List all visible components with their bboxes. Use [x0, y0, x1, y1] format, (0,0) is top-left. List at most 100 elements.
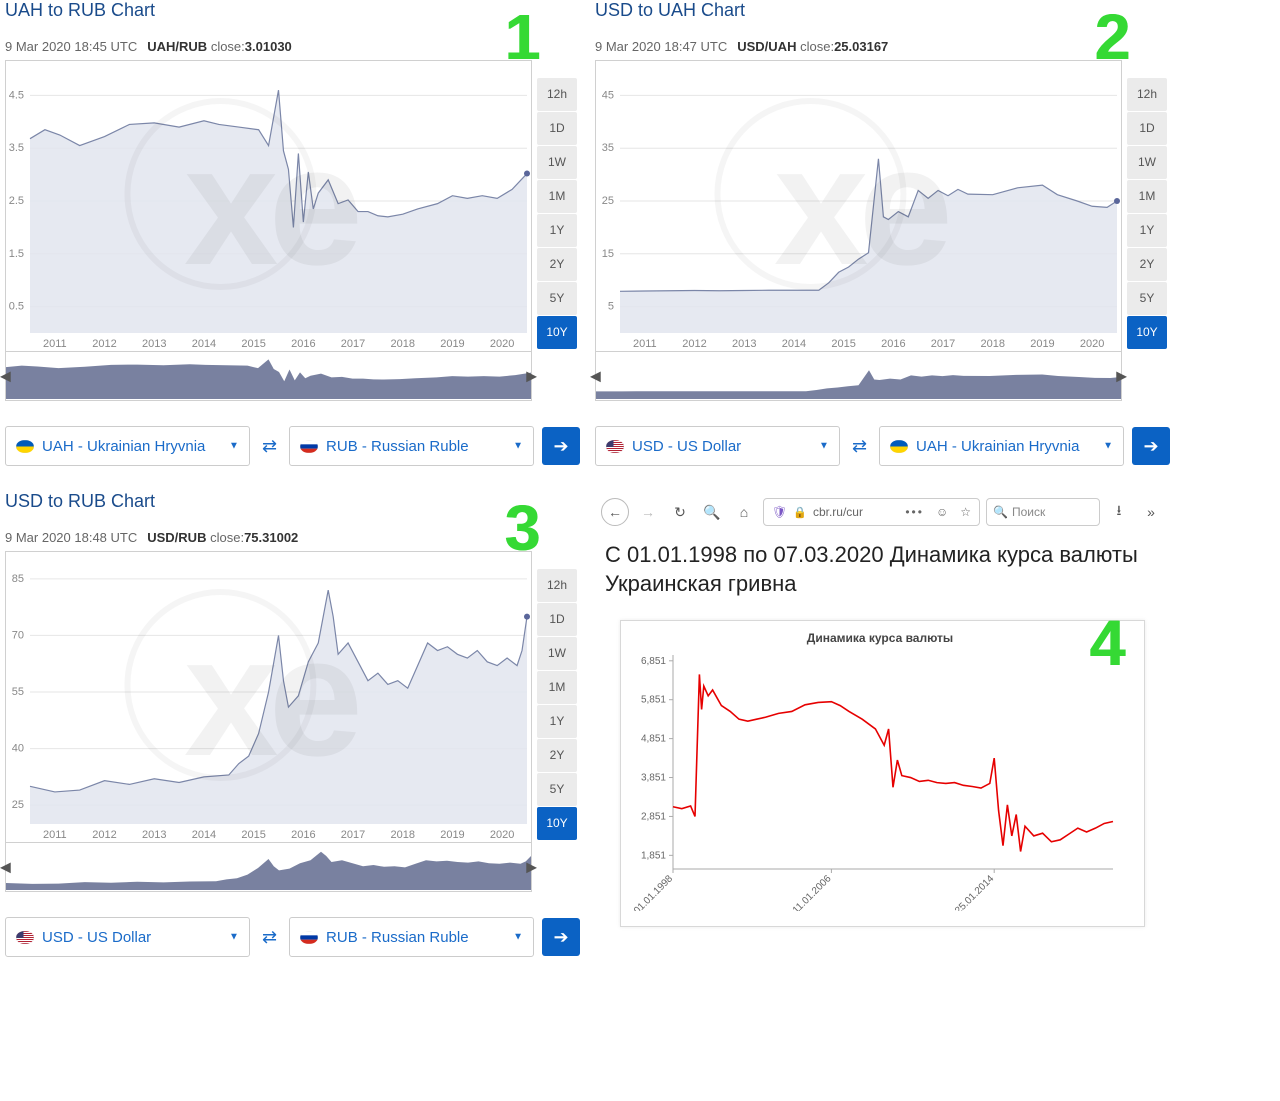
bookmark-icon[interactable]: ☆ [960, 505, 971, 519]
svg-text:2016: 2016 [881, 338, 905, 350]
svg-text:2018: 2018 [391, 338, 415, 350]
to-currency-select[interactable]: RUB - Russian Ruble▼ [289, 917, 534, 957]
range-btn-1m[interactable]: 1M [537, 671, 577, 704]
svg-text:0.5: 0.5 [9, 301, 24, 313]
range-btn-1w[interactable]: 1W [537, 637, 577, 670]
reload-icon[interactable]: ↻ [667, 499, 693, 525]
caret-down-icon: ▼ [229, 441, 239, 452]
range-btn-2y[interactable]: 2Y [537, 739, 577, 772]
overview-handle-left[interactable]: ◀ [0, 368, 11, 385]
range-btn-1w[interactable]: 1W [1127, 146, 1167, 179]
swap-icon[interactable]: ⇄ [258, 436, 281, 457]
svg-text:2017: 2017 [931, 338, 955, 350]
svg-text:2018: 2018 [391, 829, 415, 841]
overview-handle-left[interactable]: ◀ [590, 368, 601, 385]
range-btn-5y[interactable]: 5Y [537, 282, 577, 315]
to-currency-select[interactable]: RUB - Russian Ruble ▼ [289, 426, 534, 466]
chart-title: USD to UAH Chart [595, 0, 1170, 21]
svg-text:2013: 2013 [142, 338, 166, 350]
overview-handle-right[interactable]: ▶ [1116, 368, 1127, 385]
svg-text:2013: 2013 [142, 829, 166, 841]
range-btn-1w[interactable]: 1W [537, 146, 577, 179]
to-currency-select[interactable]: UAH - Ukrainian Hryvnia▼ [879, 426, 1124, 466]
overflow-icon[interactable]: » [1138, 499, 1164, 525]
chart-subtitle: 9 Mar 2020 18:48 UTCUSD/RUB close:75.310… [5, 530, 580, 545]
overview-chart[interactable]: ◀▶ [595, 352, 1122, 401]
range-btn-1m[interactable]: 1M [537, 180, 577, 213]
svg-text:6,851: 6,851 [641, 656, 666, 667]
svg-text:2020: 2020 [490, 338, 514, 350]
close-label: close: [211, 39, 245, 54]
svg-text:2015: 2015 [831, 338, 855, 350]
cbr-chart-title: Динамика курса валюты [631, 631, 1129, 645]
shield-icon: 🛡 [772, 505, 787, 519]
overview-handle-left[interactable]: ◀ [0, 859, 11, 876]
submit-button[interactable]: ➔ [1132, 427, 1170, 465]
close-value: 75.31002 [244, 530, 298, 545]
svg-text:2020: 2020 [490, 829, 514, 841]
svg-text:25: 25 [12, 799, 24, 811]
from-currency-label: USD - US Dollar [632, 438, 741, 455]
range-btn-5y[interactable]: 5Y [537, 773, 577, 806]
range-btn-1y[interactable]: 1Y [1127, 214, 1167, 247]
search-box[interactable]: 🔍Поиск [986, 498, 1100, 526]
more-icon[interactable]: ••• [905, 505, 924, 519]
range-btn-12h[interactable]: 12h [1127, 78, 1167, 111]
svg-text:45: 45 [602, 89, 614, 101]
chart-panel: 3USD to RUB Chart9 Mar 2020 18:48 UTCUSD… [5, 491, 580, 957]
range-btn-1d[interactable]: 1D [537, 112, 577, 145]
currency-pair: UAH/RUB [147, 39, 207, 54]
submit-button[interactable]: ➔ [542, 427, 580, 465]
svg-text:15: 15 [602, 248, 614, 260]
from-currency-label: USD - US Dollar [42, 929, 151, 946]
svg-text:2011: 2011 [43, 338, 67, 350]
range-btn-1d[interactable]: 1D [537, 603, 577, 636]
range-btn-2y[interactable]: 2Y [1127, 248, 1167, 281]
to-currency-label: RUB - Russian Ruble [326, 438, 469, 455]
range-btn-12h[interactable]: 12h [537, 569, 577, 602]
svg-text:4,851: 4,851 [641, 734, 666, 745]
svg-text:4.5: 4.5 [9, 89, 24, 101]
submit-button[interactable]: ➔ [542, 918, 580, 956]
range-btn-12h[interactable]: 12h [537, 78, 577, 111]
range-btn-1m[interactable]: 1M [1127, 180, 1167, 213]
reader-icon[interactable]: ☺ [936, 505, 948, 519]
swap-icon[interactable]: ⇄ [848, 436, 871, 457]
svg-text:2015: 2015 [241, 338, 265, 350]
currency-selector-row: USD - US Dollar▼ ⇄ RUB - Russian Ruble▼➔ [5, 917, 580, 957]
svg-text:70: 70 [12, 629, 24, 641]
overview-chart[interactable]: ◀▶ [5, 352, 532, 401]
overview-handle-right[interactable]: ▶ [526, 859, 537, 876]
download-icon[interactable]: ⭳ [1106, 499, 1132, 525]
swap-icon[interactable]: ⇄ [258, 927, 281, 948]
range-btn-5y[interactable]: 5Y [1127, 282, 1167, 315]
caret-down-icon: ▼ [513, 441, 523, 452]
address-bar[interactable]: 🛡🔒cbr.ru/cur•••☺☆ [763, 498, 980, 526]
range-btn-1y[interactable]: 1Y [537, 705, 577, 738]
range-selector: 12h1D1W1M1Y2Y5Y10Y [1127, 60, 1167, 352]
from-currency-select[interactable]: UAH - Ukrainian Hryvnia▼ [5, 426, 250, 466]
range-btn-1y[interactable]: 1Y [537, 214, 577, 247]
browser-panel: 4←→↻🔍⌂🛡🔒cbr.ru/cur•••☺☆🔍Поиск⭳»С 01.01.1… [595, 491, 1170, 957]
from-currency-select[interactable]: USD - US Dollar▼ [5, 917, 250, 957]
cbr-chart: Динамика курса валюты1,8512,8513,8514,85… [620, 620, 1145, 927]
home-icon[interactable]: ⌂ [731, 499, 757, 525]
forward-icon[interactable]: → [635, 499, 661, 525]
overview-chart[interactable]: ◀▶ [5, 843, 532, 892]
chart-area[interactable]: xe51525354520112012201320142015201620172… [595, 60, 1122, 352]
svg-text:2014: 2014 [782, 338, 806, 350]
svg-text:2019: 2019 [1030, 338, 1054, 350]
svg-text:2019: 2019 [440, 829, 464, 841]
from-currency-select[interactable]: USD - US Dollar▼ [595, 426, 840, 466]
range-btn-10y[interactable]: 10Y [537, 807, 577, 840]
range-btn-1d[interactable]: 1D [1127, 112, 1167, 145]
chart-area[interactable]: xe0.51.52.53.54.520112012201320142015201… [5, 60, 532, 352]
svg-text:2012: 2012 [682, 338, 706, 350]
range-btn-10y[interactable]: 10Y [537, 316, 577, 349]
range-btn-2y[interactable]: 2Y [537, 248, 577, 281]
zoom-icon[interactable]: 🔍 [699, 499, 725, 525]
back-icon[interactable]: ← [601, 498, 629, 526]
overview-handle-right[interactable]: ▶ [526, 368, 537, 385]
chart-area[interactable]: xe25405570852011201220132014201520162017… [5, 551, 532, 843]
range-btn-10y[interactable]: 10Y [1127, 316, 1167, 349]
